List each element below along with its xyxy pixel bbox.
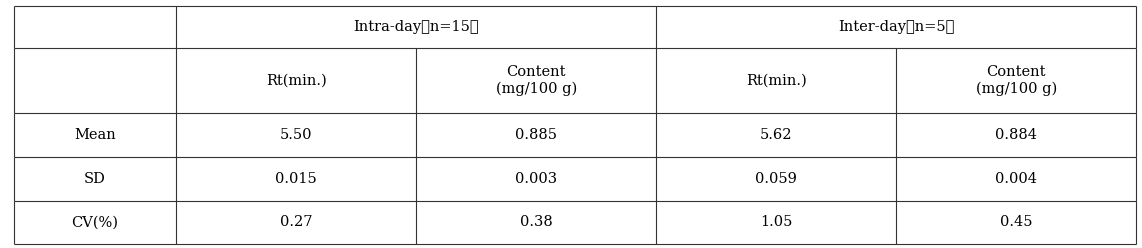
Text: Content
(mg/100 g): Content (mg/100 g) bbox=[496, 65, 577, 96]
Text: 0.884: 0.884 bbox=[996, 128, 1037, 142]
Text: 0.885: 0.885 bbox=[515, 128, 557, 142]
Text: 5.50: 5.50 bbox=[280, 128, 313, 142]
Text: 0.003: 0.003 bbox=[515, 172, 557, 186]
Text: 1.05: 1.05 bbox=[761, 216, 793, 229]
Text: 0.059: 0.059 bbox=[755, 172, 797, 186]
Text: CV(%): CV(%) bbox=[72, 216, 119, 229]
Text: 0.015: 0.015 bbox=[275, 172, 317, 186]
Text: Intra-day（n=15）: Intra-day（n=15） bbox=[354, 20, 480, 34]
Text: 0.38: 0.38 bbox=[520, 216, 553, 229]
Text: Mean: Mean bbox=[74, 128, 115, 142]
Text: 5.62: 5.62 bbox=[761, 128, 793, 142]
Text: 0.45: 0.45 bbox=[1000, 216, 1032, 229]
Text: Content
(mg/100 g): Content (mg/100 g) bbox=[975, 65, 1056, 96]
Text: Rt(min.): Rt(min.) bbox=[266, 74, 327, 88]
Text: 0.004: 0.004 bbox=[996, 172, 1037, 186]
Text: SD: SD bbox=[85, 172, 106, 186]
Text: Rt(min.): Rt(min.) bbox=[746, 74, 806, 88]
Text: 0.27: 0.27 bbox=[280, 216, 313, 229]
Text: Inter-day（n=5）: Inter-day（n=5） bbox=[838, 20, 955, 34]
